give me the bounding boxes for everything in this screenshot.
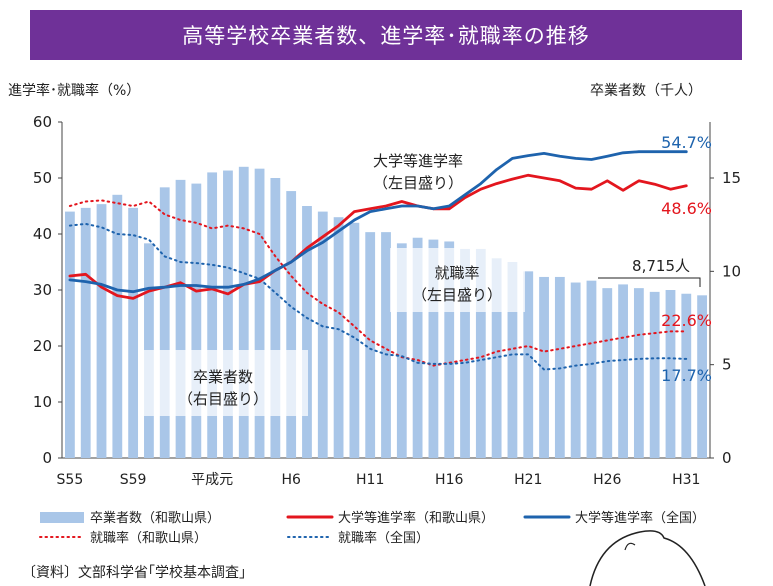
bar-graduates xyxy=(349,222,360,458)
legend-label: 就職率（全国） xyxy=(338,530,429,546)
bar-graduates xyxy=(381,232,391,458)
line-enroll-national xyxy=(68,150,688,294)
legend-label: 就職率（和歌山県） xyxy=(90,530,207,546)
bar-graduates xyxy=(412,237,423,458)
bar-graduates xyxy=(317,211,328,458)
x-tick-label: H6 xyxy=(281,472,301,488)
enrollment-label-box xyxy=(353,148,483,196)
bar-graduates xyxy=(460,248,470,458)
bar-graduates xyxy=(365,232,376,458)
left-tick-label: 10 xyxy=(33,393,52,411)
bar-graduates xyxy=(586,280,597,458)
end-label-graduates: 8,715人 xyxy=(632,257,690,275)
x-tick-label: H11 xyxy=(356,472,384,488)
x-tick-label: S55 xyxy=(57,472,84,488)
bar-graduates xyxy=(396,243,407,458)
bar-graduates xyxy=(475,248,486,458)
bar-graduates xyxy=(665,290,676,458)
bar-graduates xyxy=(207,172,218,458)
left-tick-label: 20 xyxy=(33,337,52,355)
bar-graduates xyxy=(175,179,186,458)
bar-graduates xyxy=(223,170,233,459)
bar-graduates xyxy=(507,262,518,458)
x-tick-label: S59 xyxy=(120,472,147,488)
right-tick-label: 15 xyxy=(722,169,741,187)
bar-graduates xyxy=(80,207,91,458)
annotation-employment-label: 就職率 xyxy=(434,264,479,282)
annotation-employment-label: （左目盛り） xyxy=(412,286,502,304)
legend-label: 卒業者数（和歌山県） xyxy=(90,510,220,526)
bar-graduates xyxy=(444,241,455,458)
bar-graduates xyxy=(128,207,139,458)
legend-label: 大学等進学率（和歌山県） xyxy=(338,510,494,526)
line-employ-wakayama xyxy=(68,199,688,367)
bar-graduates xyxy=(428,239,439,458)
annotation-bar-label: （右目盛り） xyxy=(178,390,268,408)
left-tick-label: 60 xyxy=(33,113,52,131)
bar-graduates xyxy=(112,194,123,459)
annotation-enrollment-label: （左目盛り） xyxy=(373,174,463,192)
bar-graduates xyxy=(96,204,107,458)
x-tick-label: H16 xyxy=(435,472,463,488)
end-label-national-enroll: 54.7% xyxy=(661,133,712,152)
bar-graduates xyxy=(491,258,502,458)
left-tick-label: 30 xyxy=(33,281,52,299)
bar-graduates xyxy=(633,288,644,458)
bar-graduates xyxy=(238,166,249,459)
bar-graduates xyxy=(270,178,281,458)
bar-label-box xyxy=(138,350,308,416)
bar-graduates xyxy=(191,183,202,458)
bar-graduates xyxy=(570,282,581,458)
right-axis-title: 卒業者数（千人） xyxy=(590,83,702,99)
bar-graduates xyxy=(65,211,75,458)
end-label-pref-enroll: 48.6% xyxy=(661,199,712,218)
end-label-pref-employ: 22.6% xyxy=(661,311,712,330)
bar-graduates xyxy=(649,291,660,458)
bar-graduates xyxy=(254,168,265,458)
bar-graduates xyxy=(697,295,707,458)
source-note: 〔資料〕文部科学省｢学校基本調査｣ xyxy=(22,565,246,581)
x-tick-label: H21 xyxy=(514,472,542,488)
left-axis-title: 進学率･就職率（%） xyxy=(8,83,141,99)
bar-graduates xyxy=(618,284,628,458)
right-tick-label: 10 xyxy=(722,262,741,280)
right-tick-label: 0 xyxy=(722,449,732,467)
legend-swatch-bar xyxy=(40,512,84,523)
left-tick-label: 0 xyxy=(42,449,52,467)
employment-label-box xyxy=(390,248,525,312)
bar-graduates xyxy=(333,217,344,458)
left-tick-label: 50 xyxy=(33,169,52,187)
bar-graduates xyxy=(302,206,312,458)
x-tick-label: 平成元 xyxy=(191,472,233,488)
chart-title: 高等学校卒業者数、進学率･就職率の推移 xyxy=(30,10,742,60)
bar-graduates xyxy=(539,276,549,458)
annotation-enrollment-label: 大学等進学率 xyxy=(373,152,463,170)
x-tick-label: H26 xyxy=(593,472,621,488)
bar-graduates xyxy=(286,191,297,459)
end-label-national-employ: 17.7% xyxy=(661,366,712,385)
x-tick-label: H31 xyxy=(672,472,700,488)
annotation-bar-label: 卒業者数 xyxy=(193,368,253,386)
bar-graduates xyxy=(681,293,692,458)
bar-graduates xyxy=(159,187,170,459)
left-tick-label: 40 xyxy=(33,225,52,243)
bar-graduates xyxy=(523,271,534,458)
graduates-callout-line xyxy=(598,277,701,287)
right-tick-label: 5 xyxy=(722,356,732,374)
bar-graduates xyxy=(602,288,613,458)
legend-label: 大学等進学率（全国） xyxy=(575,510,705,526)
